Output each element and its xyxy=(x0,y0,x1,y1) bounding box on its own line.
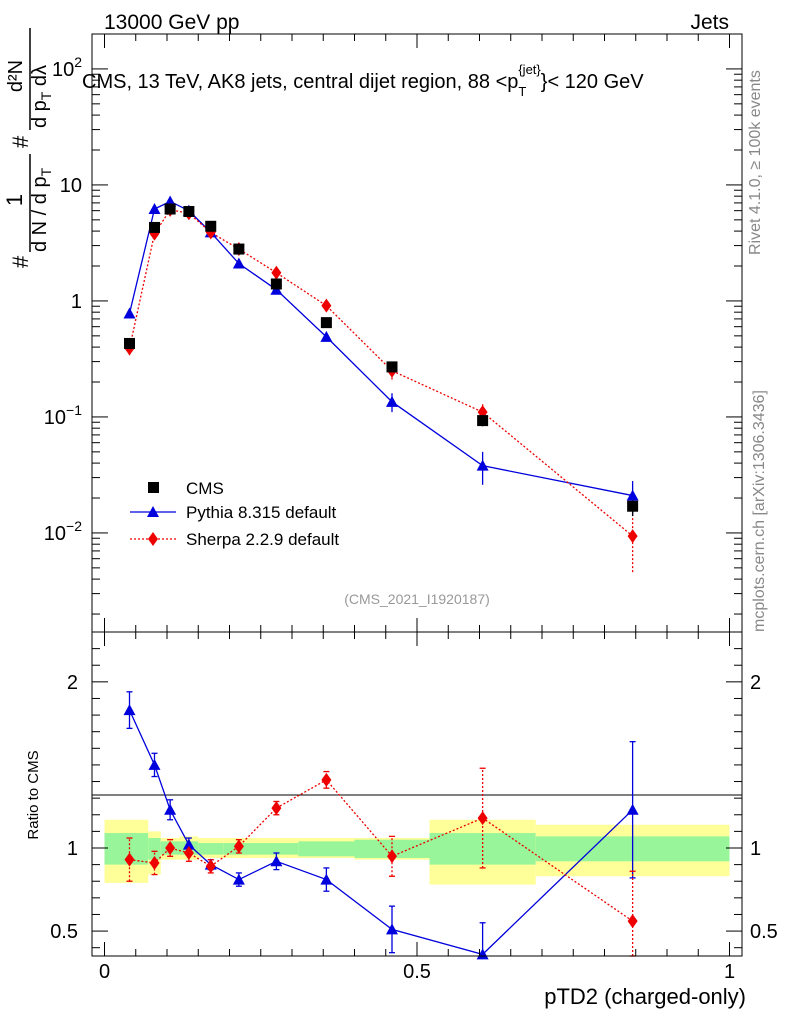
ratio-y-tick-label-right: 0.5 xyxy=(750,921,778,943)
ratio-y-tick-label: 2 xyxy=(67,672,78,694)
sherpa-line xyxy=(128,209,634,537)
header-left: 13000 GeV pp xyxy=(104,11,239,34)
main-y-tick-label: 10 xyxy=(60,175,82,197)
ratio-band-inner xyxy=(254,843,299,855)
ratio-pythia-point xyxy=(270,855,283,867)
header-right: Jets xyxy=(690,11,729,34)
ratio-pythia-point xyxy=(182,838,195,850)
legend-cms-marker xyxy=(148,482,159,493)
legend-sherpa-label: Sherpa 2.2.9 default xyxy=(186,530,339,549)
legend-sherpa-marker xyxy=(148,532,158,546)
legend-cms-label: CMS xyxy=(186,479,224,498)
ratio-panel: 0.5 0.5 1 1 2 2 0 0.5 1 Ratio to CMS pTD2 (charg… xyxy=(25,631,778,1009)
ratio-ylabel: Ratio to CMS xyxy=(25,750,42,839)
cms-point xyxy=(124,337,135,349)
legend-pythia-label: Pythia 8.315 default xyxy=(186,503,337,522)
cms-point xyxy=(270,278,282,290)
ratio-sherpa-point xyxy=(165,841,176,855)
x-tick-label: 0 xyxy=(99,961,110,983)
pythia-point xyxy=(386,395,398,407)
pythia-point xyxy=(232,257,245,269)
cms-point xyxy=(164,203,176,215)
main-y-tick-label: 10−2 xyxy=(44,518,82,545)
ratio-pythia-point xyxy=(320,873,333,885)
ratio-sherpa-point xyxy=(387,849,397,864)
cms-point xyxy=(205,220,217,232)
main-ticks xyxy=(92,33,742,632)
main-series xyxy=(123,195,639,573)
ratio-frame xyxy=(91,631,743,957)
main-ylabel: # 1 d N / d pT # d²N d pT dλ xyxy=(2,28,54,268)
x-tick-label: 0.5 xyxy=(403,961,431,983)
ylabel-frac1-den: d N / d pT xyxy=(29,167,54,252)
ylabel-hash-1: # xyxy=(8,255,33,268)
ratio-pythia-point xyxy=(232,873,245,885)
main-y-tick-labels: 102 10 1 10−1 10−2 xyxy=(44,54,82,545)
ratio-band-inner xyxy=(298,841,355,857)
ratio-band-inner xyxy=(148,838,161,860)
legend-pythia-marker xyxy=(147,506,159,517)
ratio-pythia-point xyxy=(626,803,639,815)
rivet-label: Rivet 4.1.0, ≥ 100k events xyxy=(747,70,764,255)
ylabel-hash-2: # xyxy=(8,135,33,148)
ratio-pythia-point xyxy=(164,803,177,815)
ratio-series xyxy=(123,691,639,960)
cms-point xyxy=(183,206,195,218)
ratio-pythia-point xyxy=(148,758,161,770)
pythia-point xyxy=(476,459,489,471)
ratio-sherpa-point xyxy=(233,839,244,854)
ratio-sherpa-point xyxy=(205,859,216,874)
sherpa-point xyxy=(627,529,638,544)
mcplots-label: mcplots.cern.ch [arXiv:1306.3436] xyxy=(751,390,768,632)
ratio-sherpa-point xyxy=(321,772,332,787)
x-axis-label: pTD2 (charged-only) xyxy=(544,984,746,1009)
ratio-pythia-point xyxy=(476,948,489,960)
ylabel-frac2-num: d²N xyxy=(5,60,27,92)
sherpa-point xyxy=(271,265,282,280)
pythia-point xyxy=(320,330,333,342)
main-y-tick-label: 1 xyxy=(71,291,82,313)
cms-point xyxy=(320,317,332,329)
ratio-sherpa-point xyxy=(627,914,638,929)
x-tick-label: 1 xyxy=(724,961,735,983)
main-y-tick-label: 10−1 xyxy=(44,402,82,429)
ratio-sherpa-point xyxy=(149,855,160,870)
cms-point xyxy=(386,361,398,373)
main-panel: 102 10 1 10−1 10−2 CMS, 13 TeV, AK8 jets, ce… xyxy=(44,33,743,633)
ratio-pythia-point xyxy=(386,923,398,935)
ratio-band-inner xyxy=(198,843,224,855)
ratio-sherpa-point xyxy=(477,811,488,826)
cms-point xyxy=(477,415,489,427)
ratio-bands xyxy=(104,819,730,885)
ratio-sherpa-point xyxy=(124,852,135,867)
ratio-y-tick-label: 1 xyxy=(67,838,78,860)
pythia-point xyxy=(123,307,136,319)
ratio-pythia-point xyxy=(123,704,136,716)
ratio-y-tick-label-right: 1 xyxy=(750,838,761,860)
main-title: CMS, 13 TeV, AK8 jets, central dijet reg… xyxy=(82,62,644,99)
sherpa-point xyxy=(321,298,332,313)
ratio-tick-labels: 0.5 0.5 1 1 2 2 0 0.5 1 xyxy=(50,672,778,983)
ratio-sherpa-point xyxy=(271,801,282,816)
ratio-band-inner xyxy=(354,839,430,858)
ratio-y-tick-label-right: 2 xyxy=(750,672,761,694)
ylabel-frac1-num: 1 xyxy=(2,194,27,206)
ratio-ticks xyxy=(92,632,742,956)
pythia-point xyxy=(148,203,161,215)
pythia-point xyxy=(626,489,639,501)
ylabel-frac2-den: d pT dλ xyxy=(29,65,54,128)
watermark: (CMS_2021_I1920187) xyxy=(344,591,490,607)
cms-point xyxy=(627,500,639,512)
legend: CMS Pythia 8.315 default Sherpa 2.2.9 de… xyxy=(130,479,339,549)
ratio-y-tick-label: 0.5 xyxy=(50,921,78,943)
pythia-line xyxy=(128,200,633,497)
cms-point xyxy=(233,243,245,255)
cms-point xyxy=(149,221,160,233)
main-y-tick-label: 102 xyxy=(52,54,82,81)
ratio-sherpa-point xyxy=(183,845,194,860)
